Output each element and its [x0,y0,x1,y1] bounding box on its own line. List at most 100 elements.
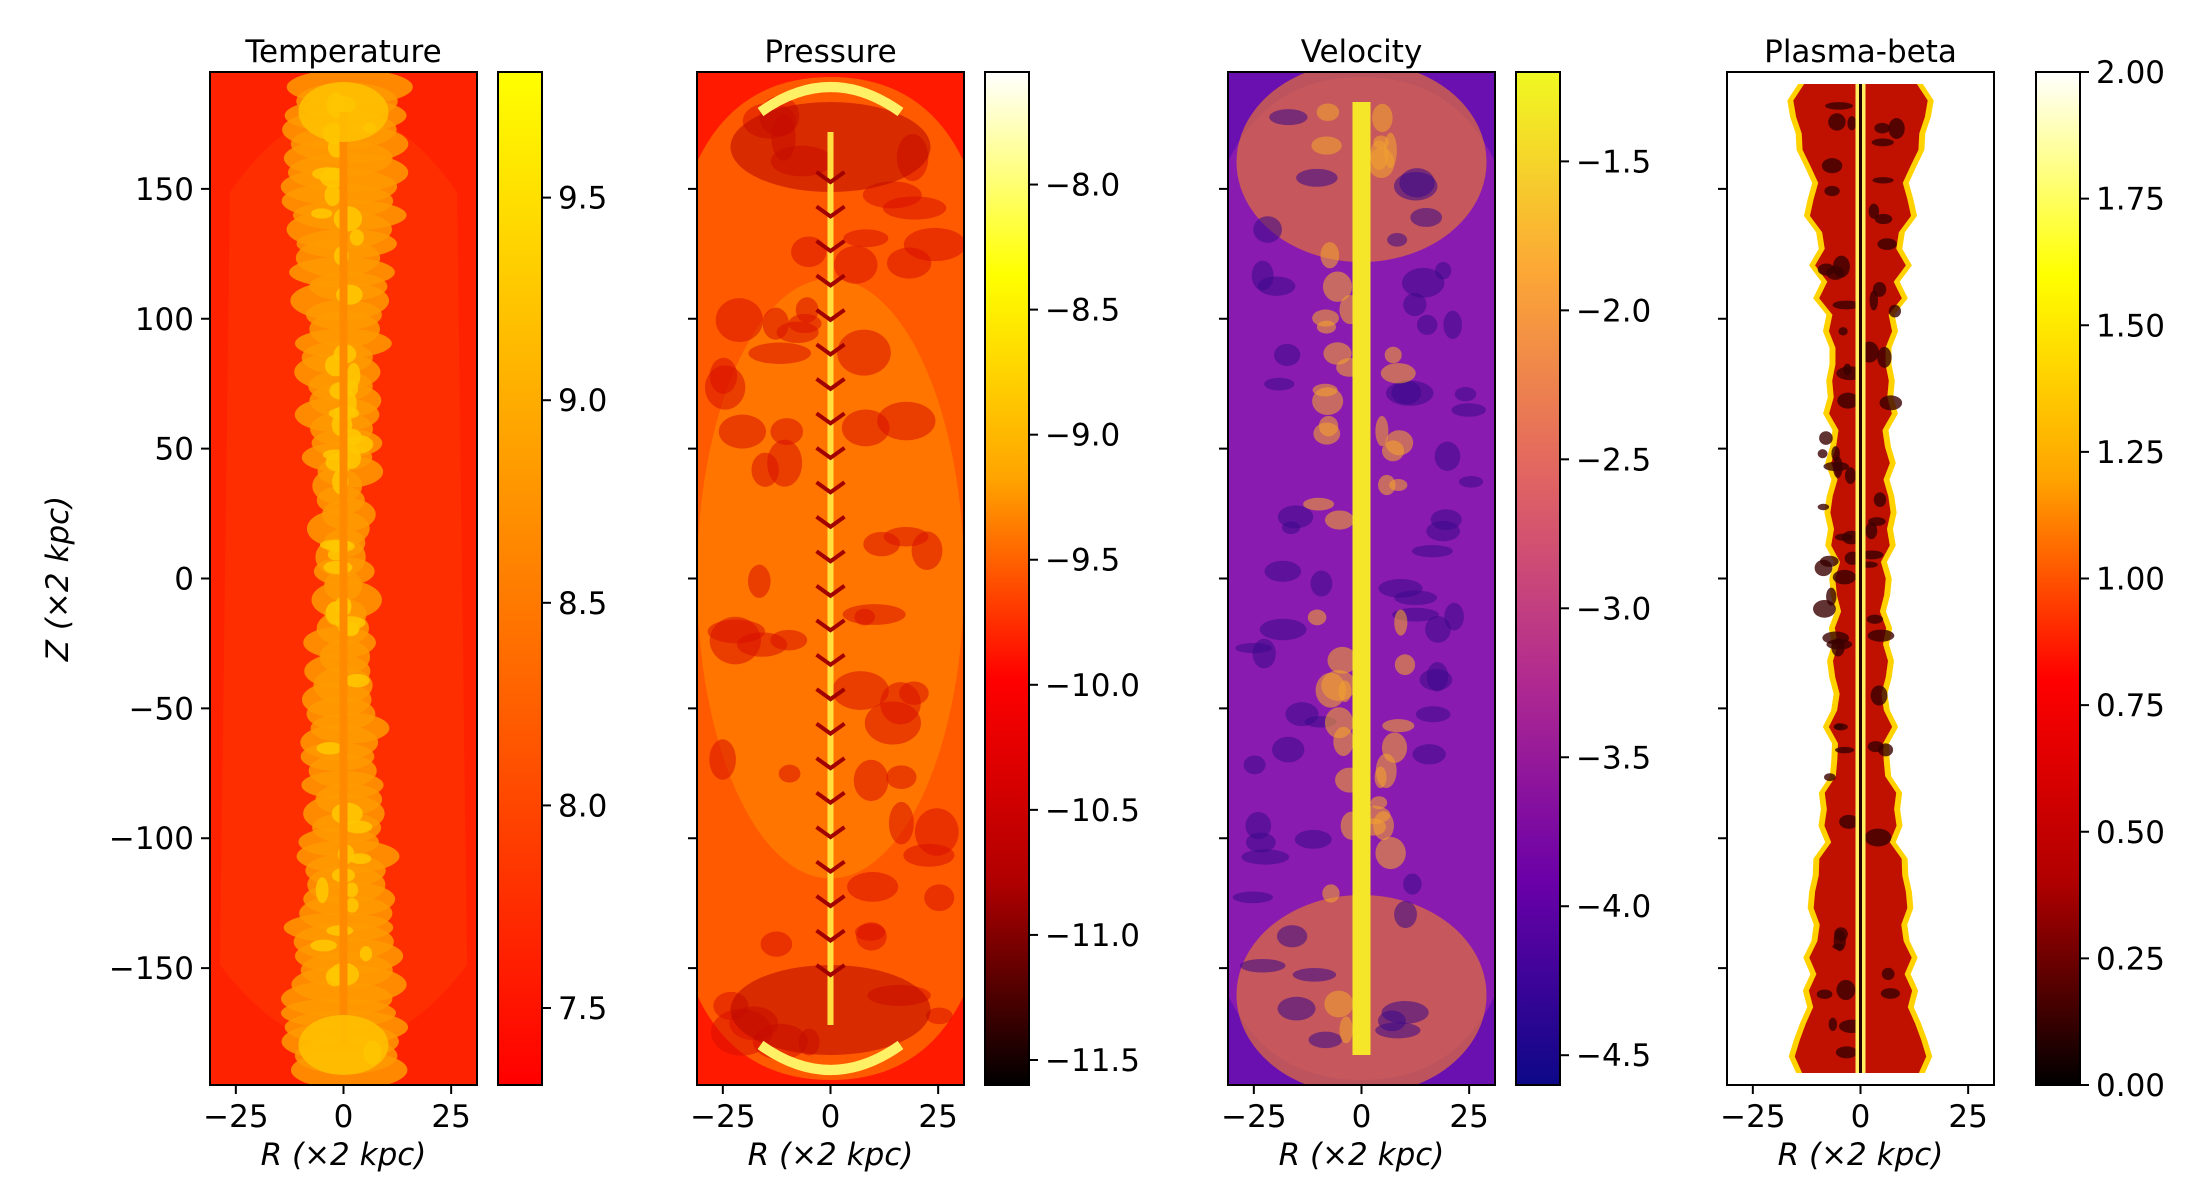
x-tick-label: 0 [1352,1099,1372,1135]
slow-eddy [1277,996,1316,1021]
colorbar-tick-label: −9.0 [1045,418,1120,454]
low-beta-filament [1866,614,1884,624]
colorbar-tick-label: −1.5 [1576,144,1651,180]
x-tick-label: −25 [1221,1099,1286,1135]
slow-eddy [1294,829,1332,849]
low-pressure-eddy [888,801,914,845]
colorbar-tick-label: −4.0 [1576,889,1651,925]
slow-eddy [1443,310,1462,339]
backflow-knot [1327,646,1358,674]
backflow-knot [1375,753,1397,789]
low-pressure-eddy [841,409,890,447]
internal-shock [815,204,846,219]
slow-eddy [1243,755,1266,775]
internal-shock [815,790,846,806]
slow-eddy [1394,590,1438,606]
low-pressure-eddy [862,181,922,209]
low-pressure-eddy [854,608,875,626]
backflow-knot [1382,719,1415,733]
internal-shock [815,687,846,702]
colorbar-tick-label: −10.0 [1045,668,1140,704]
slow-eddy [1451,403,1486,417]
colorbar-tick-label: 9.5 [558,181,607,217]
internal-shock [815,170,846,185]
y-tick-label: 150 [135,172,194,208]
y-tick-label: −50 [129,691,194,727]
slow-eddy [1454,387,1477,402]
low-pressure-eddy [903,843,955,867]
slow-eddy [1241,849,1290,865]
y-tick-label: −100 [109,821,194,857]
low-beta-filament [1813,600,1836,618]
x-tick-label: 25 [918,1099,957,1135]
slow-eddy [1401,267,1445,298]
heatmap-3 [1727,72,1994,1085]
slow-eddy [1375,1022,1421,1039]
low-pressure-eddy [767,439,803,487]
low-beta-filament [1826,266,1845,280]
x-tick-label: −25 [1720,1099,1785,1135]
low-beta-filament [1821,158,1843,174]
internal-shock [815,963,846,978]
low-pressure-eddy [847,871,899,902]
colorbar-tick-label: −8.5 [1045,293,1120,329]
low-beta-filament [1845,467,1856,485]
colorbar-tick-label: 7.5 [558,991,607,1027]
slow-eddy [1253,216,1282,243]
slow-eddy [1274,343,1301,366]
low-beta-filament [1880,988,1901,999]
internal-shock [815,928,846,943]
colorbar-tick-label: 0.00 [2096,1068,2165,1104]
hot-knot [359,946,373,962]
y-tick-label: −150 [109,951,194,987]
slow-eddy [1403,873,1422,895]
slow-eddy [1272,736,1305,763]
low-beta-filament [1828,113,1846,131]
internal-shock [815,480,846,495]
low-beta-filament [1833,456,1843,478]
slow-eddy [1259,618,1307,641]
hot-knot [343,820,373,834]
low-pressure-eddy [853,759,889,802]
colorbar-3: 0.00 0.25 0.50 0.75 1.00 1.25 1.50 1.75 2.00 [2035,55,2165,1104]
colorbar-tick-label: −11.5 [1045,1043,1140,1079]
backflow-knot [1320,242,1340,269]
internal-shock [815,377,846,392]
colorbar-tick-label: −4.5 [1576,1038,1651,1074]
low-beta-filament [1838,327,1848,336]
hot-knot [324,184,341,207]
colorbar-tick-label: −2.0 [1576,293,1651,329]
low-pressure-eddy [855,923,886,941]
backflow-knot [1380,363,1416,384]
low-pressure-eddy [924,884,955,912]
low-pressure-eddy [843,229,889,248]
slow-eddy [1264,377,1295,391]
internal-shock [815,618,846,633]
low-pressure-eddy [791,236,827,268]
low-beta-filament [1873,492,1887,508]
low-beta-filament [1828,1017,1838,1031]
backflow-knot [1339,1016,1353,1044]
panel-3: Plasma-beta−25 0 25R (×2 kpc)0.000.250.500… [1718,34,2165,1173]
low-pressure-eddy [715,298,764,343]
slow-eddy [1393,171,1438,201]
slow-eddy [1458,476,1484,488]
low-pressure-eddy [886,765,917,790]
backflow-knot [1381,440,1405,462]
x-tick-label: −25 [690,1099,755,1135]
backflow-knot [1373,811,1394,841]
low-beta-filament [1834,927,1848,942]
internal-shock [815,584,846,599]
hot-knot [323,560,353,575]
colorbar-2: −4.5 −4.0 −3.5 −3.0 −2.5 −2.0 −1.5 [1515,71,1651,1086]
slow-eddy [1435,261,1452,280]
heatmap-2 [1228,72,1495,1085]
internal-shock [815,894,846,909]
low-pressure-eddy [770,418,804,446]
slow-eddy [1292,967,1337,982]
backflow-knot [1394,654,1416,676]
low-beta-filament [1872,177,1894,184]
colorbar-tick-label: −3.5 [1576,740,1651,776]
slow-eddy [1425,615,1451,643]
low-beta-filament [1878,743,1894,757]
